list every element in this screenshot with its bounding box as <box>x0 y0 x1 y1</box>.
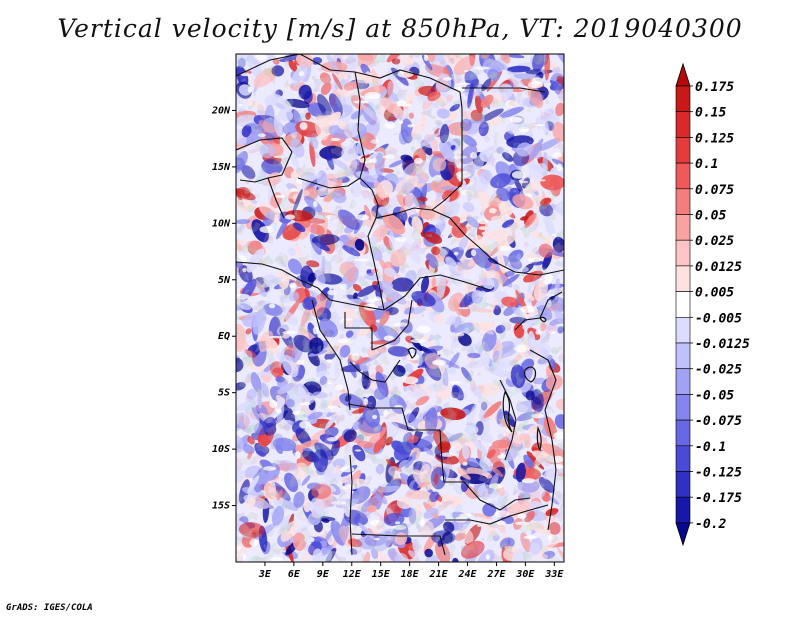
colorbar-segment <box>675 368 691 395</box>
colorbar-label: -0.1 <box>695 440 726 455</box>
lakes <box>407 316 547 452</box>
lat-tick-label: 5S <box>218 388 230 399</box>
colorbar-segment <box>675 214 691 241</box>
colorbar-label: -0.0125 <box>695 337 750 352</box>
colorbar-label: 0.0125 <box>695 260 742 275</box>
lat-tick-label: 15S <box>212 501 230 512</box>
colorbar-segment <box>675 419 691 447</box>
lon-tick-label: 12E <box>343 569 362 580</box>
colorbar-segment <box>675 316 691 344</box>
lon-tick-label: 9E <box>317 569 330 580</box>
lat-tick-label: 10S <box>212 444 230 455</box>
lon-tick-label: 15E <box>372 569 391 580</box>
colorbar-label: 0.125 <box>695 131 734 146</box>
colorbar-segment <box>675 445 691 472</box>
lat-tick-label: 15N <box>212 162 231 173</box>
colorbar: 0.175 0.15 0.125 0.1 0.075 0.05 0.025 0.0125 0.0… <box>675 62 750 547</box>
lat-tick-label: 10N <box>212 218 231 229</box>
colorbar-label: 0.1 <box>695 157 718 172</box>
colorbar-label: -0.075 <box>695 414 742 429</box>
colorbar-label: 0.005 <box>695 286 734 301</box>
colorbar-segment <box>675 137 691 164</box>
lon-tick-label: 21E <box>429 569 449 580</box>
colorbar-label: 0.15 <box>695 106 726 121</box>
colorbar-label: 0.075 <box>695 183 734 198</box>
lat-tick-label: 20N <box>211 105 231 116</box>
colorbar-segment <box>675 111 691 138</box>
lon-tick-label: 18E <box>401 569 420 580</box>
lon-tick-label: 27E <box>486 569 506 580</box>
lon-tick-label: 6E <box>288 569 301 580</box>
colorbar-arrow-bottom <box>675 522 691 547</box>
lon-tick-label: 24E <box>457 569 477 580</box>
colorbar-segment <box>675 291 691 318</box>
colorbar-label: -0.175 <box>695 491 742 506</box>
colorbar-label: -0.05 <box>695 388 734 403</box>
colorbar-segment <box>675 265 691 292</box>
lat-tick-label: 5N <box>218 275 231 286</box>
latitude-axis: 20N 15N 10N 5N EQ 5S 10S 15S <box>211 105 236 512</box>
colorbar-segment <box>675 162 691 190</box>
colorbar-segment <box>675 496 691 524</box>
colorbar-label: 0.025 <box>695 234 734 249</box>
colorbar-label: -0.125 <box>695 466 742 481</box>
country-borders <box>236 54 564 556</box>
colorbar-label: -0.025 <box>695 363 742 378</box>
lon-tick-label: 30E <box>515 569 535 580</box>
map-frame <box>235 53 565 563</box>
vertical-velocity-field <box>236 54 564 562</box>
colorbar-segment <box>675 239 691 267</box>
longitude-axis: 3E 6E 9E 12E 15E 18E 21E 24E 27E 30E 33E <box>258 562 564 580</box>
colorbar-segment <box>675 85 691 113</box>
map-title: Vertical velocity [m/s] at 850hPa, VT: 2… <box>57 14 743 43</box>
colorbar-segment <box>675 342 691 370</box>
colorbar-label: -0.005 <box>695 311 742 326</box>
colorbar-arrow-top <box>675 62 691 87</box>
colorbar-segment <box>675 471 691 498</box>
colorbar-label: -0.2 <box>695 517 726 532</box>
lon-tick-label: 3E <box>258 569 272 580</box>
colorbar-segment <box>675 188 691 215</box>
grads-credit: GrADS: IGES/COLA <box>6 603 93 613</box>
lat-tick-label: EQ <box>218 331 230 342</box>
colorbar-label: 0.05 <box>695 209 726 224</box>
colorbar-segment <box>675 394 691 421</box>
colorbar-label: 0.175 <box>695 80 734 95</box>
lon-tick-label: 33E <box>544 569 564 580</box>
